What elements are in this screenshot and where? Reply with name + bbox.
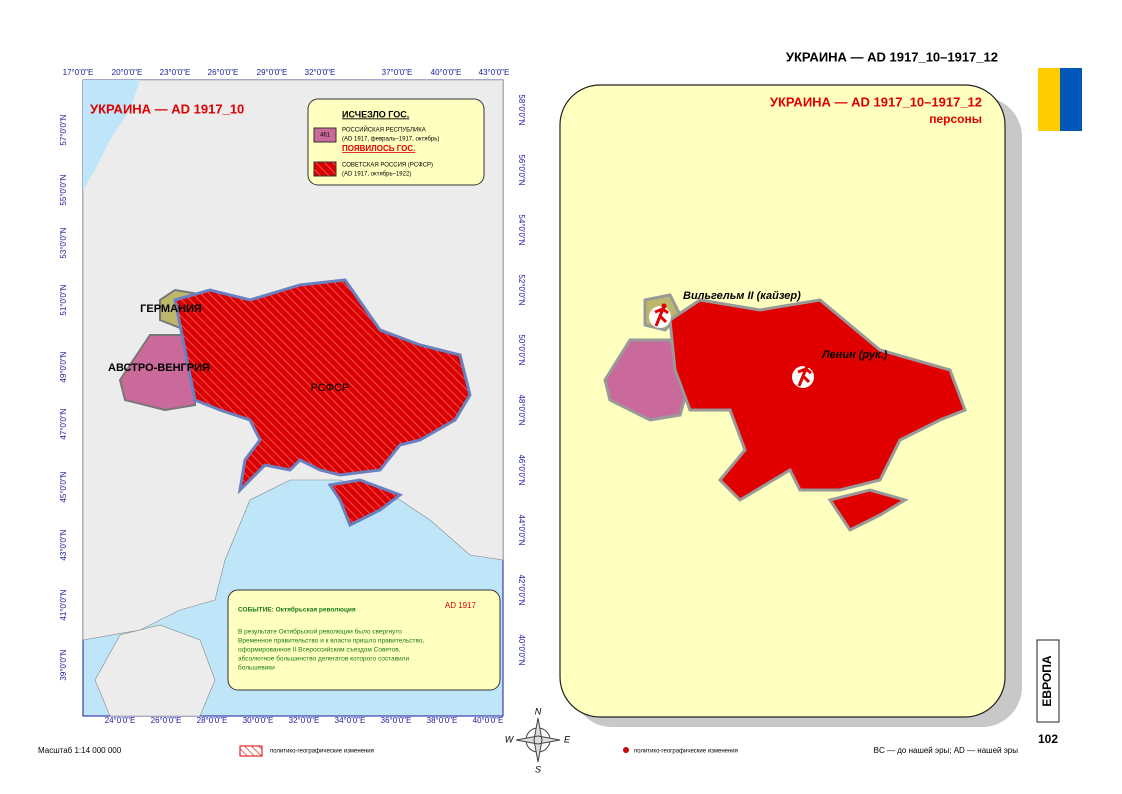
tick-label: 30°0'0"E (243, 716, 274, 725)
country-label: РСФСР (311, 382, 350, 394)
left-map: УКРАИНА — AD 1917_10 ИСЧЕЗЛО ГОС. 461 РО… (82, 79, 504, 717)
person-head (661, 303, 667, 309)
legend-swatch (313, 161, 337, 177)
legend-heading: ИСЧЕЗЛО ГОС. (342, 109, 409, 119)
tick-label: 34°0'0"E (335, 716, 366, 725)
tick-label: 32°0'0"E (305, 68, 336, 77)
country-label: ГЕРМАНИЯ (140, 303, 202, 315)
tick-label: 28°0'0"E (197, 716, 228, 725)
tick-label: 38°0'0"E (427, 716, 458, 725)
legend-item: РОССИЙСКАЯ РЕСПУБЛИКА (342, 126, 426, 134)
crimea (827, 488, 909, 532)
tick-label: 36°0'0"E (381, 716, 412, 725)
land-south (94, 624, 216, 717)
event-line: абсолютное большинство делегатов которог… (238, 655, 409, 663)
tick-label: 43°0'0"N (59, 529, 68, 560)
event-date: AD 1917 (445, 601, 477, 610)
person-head (804, 363, 810, 369)
tick-label: 47°0'0"N (59, 408, 68, 439)
compass-letter: N (535, 706, 542, 716)
event-text: В результате Октябрьской революции было … (238, 628, 424, 672)
tick-label: 42°0'0"N (517, 574, 526, 605)
tick-label: 26°0'0"E (208, 68, 239, 77)
tick-label: 46°0'0"N (517, 454, 526, 485)
legend-code: 461 (320, 133, 331, 139)
tick-label: 49°0'0"N (59, 351, 68, 382)
person-label: Ленин (рук.) (821, 349, 888, 361)
legend-dates: (AD 1917, февраль–1917, октябрь) (342, 137, 439, 143)
rsfsr (668, 298, 967, 502)
section-tab (1036, 639, 1060, 723)
tick-label: 48°0'0"N (517, 394, 526, 425)
crimea (327, 478, 404, 528)
tick-label: 54°0'0"N (517, 214, 526, 245)
scale: Масштаб 1:14 000 000 (38, 746, 122, 755)
legend-box (307, 98, 485, 186)
right-map: УКРАИНА — AD 1917_10–1917_12 персоны Вил… (559, 84, 1022, 727)
tick-label: 55°0'0"N (59, 174, 68, 205)
flag-blue (1060, 68, 1082, 131)
legend-item: СОВЕТСКАЯ РОССИЯ (РСФСР) (342, 163, 433, 169)
tick-label: 51°0'0"N (59, 284, 68, 315)
legend-dot: политико-географические изменения (634, 749, 738, 755)
tick-label: 40°0'0"N (517, 634, 526, 665)
event-line: В результате Октябрьской революции было … (238, 628, 402, 636)
baltic-sea (83, 80, 140, 190)
event-heading: СОБЫТИЕ: Октябрьская революция (238, 606, 356, 614)
tick-label: 29°0'0"E (257, 68, 288, 77)
tick-label: 53°0'0"N (59, 227, 68, 258)
compass (515, 717, 561, 763)
tick-label: 45°0'0"N (59, 471, 68, 502)
tick-label: 39°0'0"N (59, 649, 68, 680)
tick-label: 20°0'0"E (112, 68, 143, 77)
tick-label: 58°0'0"N (517, 94, 526, 125)
person-figure (654, 307, 669, 327)
event-box (227, 589, 501, 691)
era-note: BC — до нашей эры; AD — нашей эры (874, 746, 1019, 755)
event-line: Временное правительство и к власти пришл… (238, 638, 424, 645)
tick-label: 43°0'0"E (479, 68, 510, 77)
person-label: Вильгельм II (кайзер) (683, 290, 801, 302)
tick-label: 23°0'0"E (160, 68, 191, 77)
legend-hatch: политико-географические изменения (270, 749, 374, 755)
tick-label: 40°0'0"E (431, 68, 462, 77)
event-line: оформированное II Всероссийским съездом … (238, 646, 401, 654)
tick-label: 56°0'0"N (517, 154, 526, 185)
map-subtitle: персоны (929, 112, 982, 126)
flag-yellow (1038, 68, 1060, 131)
event-line: большевики (238, 664, 275, 672)
section: ЕВРОПА (1040, 655, 1054, 706)
legend-dot-swatch (623, 747, 629, 753)
map-title: УКРАИНА — AD 1917_10 (90, 101, 244, 116)
legend-heading: ПОЯВИЛОСЬ ГОС. (342, 144, 415, 153)
map-title: УКРАИНА — AD 1917_10–1917_12 (770, 94, 982, 109)
tick-label: 37°0'0"E (382, 68, 413, 77)
page-number: 102 (1038, 732, 1058, 746)
tick-label: 26°0'0"E (151, 716, 182, 725)
legend-hatch-swatch (239, 745, 263, 757)
country-label: АВСТРО-ВЕНГРИЯ (108, 362, 210, 374)
tick-label: 32°0'0"E (289, 716, 320, 725)
tick-label: 52°0'0"N (517, 274, 526, 305)
tick-label: 24°0'0"E (105, 716, 136, 725)
compass-letter: E (564, 734, 571, 744)
compass-letter: S (535, 764, 541, 774)
tick-label: 41°0'0"N (59, 589, 68, 620)
tick-label: 40°0'0"E (473, 716, 504, 725)
tick-label: 57°0'0"N (59, 114, 68, 145)
tick-label: 17°0'0"E (63, 68, 94, 77)
person-figure (797, 367, 812, 387)
header-title: УКРАИНА — AD 1917_10–1917_12 (786, 49, 998, 64)
legend-dates: (AD 1917, октябрь–1922) (342, 172, 411, 178)
tick-label: 50°0'0"N (517, 334, 526, 365)
tick-label: 44°0'0"N (517, 514, 526, 545)
rsfsr (173, 278, 472, 495)
legend-swatch (313, 127, 337, 143)
compass-letter: W (505, 734, 515, 744)
